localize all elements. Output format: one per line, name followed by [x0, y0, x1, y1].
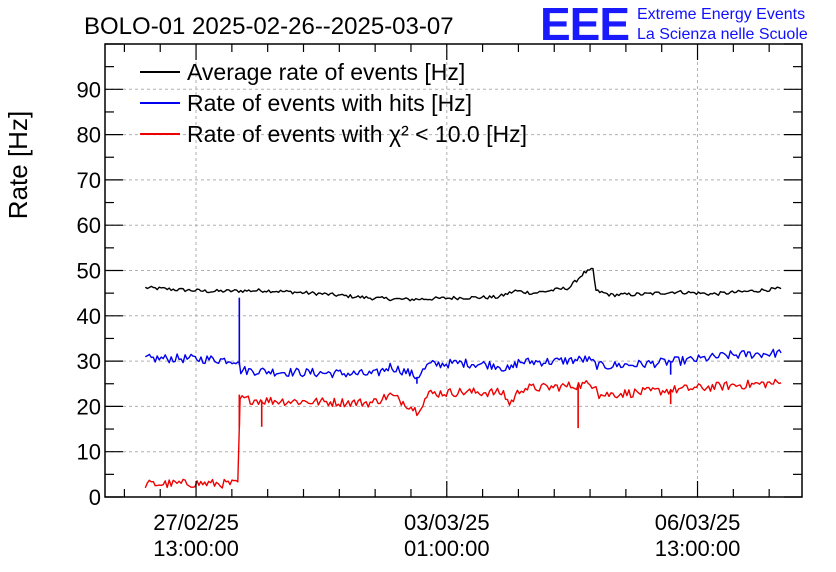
y-tick-label-60: 60: [77, 213, 101, 238]
eee-logo-line1: Extreme Energy Events: [637, 6, 805, 23]
x-tick-label-time-2: 13:00:00: [655, 536, 741, 561]
x-tick-label-time-1: 01:00:00: [404, 536, 490, 561]
series-line-0: [144, 267, 782, 302]
x-tick-label-date-1: 03/03/25: [404, 510, 490, 535]
series-line-1: [144, 348, 782, 380]
eee-logo-line2: La Scienza nelle Scuole: [637, 26, 808, 43]
x-tick-label-time-0: 13:00:00: [153, 536, 239, 561]
legend: Average rate of events [Hz] Rate of event…: [140, 59, 527, 147]
y-tick-label-10: 10: [77, 440, 101, 465]
series-line-2: [144, 378, 782, 489]
eee-logo: EEE Extreme Energy Events La Scienza nel…: [540, 0, 808, 50]
chart-title: BOLO-01 2025-02-26--2025-03-07: [84, 13, 454, 40]
y-tick-label-70: 70: [77, 168, 101, 193]
x-tick-label-date-0: 27/02/25: [153, 510, 239, 535]
axes: 010203040506070809027/02/2513:00:0003/03…: [77, 43, 803, 561]
y-tick-label-90: 90: [77, 77, 101, 102]
y-tick-label-30: 30: [77, 349, 101, 374]
y-tick-label-50: 50: [77, 259, 101, 284]
x-tick-label-date-2: 06/03/25: [655, 510, 741, 535]
series-layer: [144, 267, 782, 489]
grid: [105, 44, 802, 497]
y-tick-label-40: 40: [77, 304, 101, 329]
legend-label-0: Average rate of events [Hz]: [187, 59, 465, 85]
legend-label-2: Rate of events with χ² < 10.0 [Hz]: [187, 121, 527, 147]
y-tick-label-20: 20: [77, 394, 101, 419]
legend-label-1: Rate of events with hits [Hz]: [187, 90, 472, 116]
y-axis-label: Rate [Hz]: [3, 111, 33, 219]
eee-logo-mark: EEE: [540, 0, 629, 50]
y-tick-label-0: 0: [89, 485, 101, 510]
y-tick-label-80: 80: [77, 123, 101, 148]
